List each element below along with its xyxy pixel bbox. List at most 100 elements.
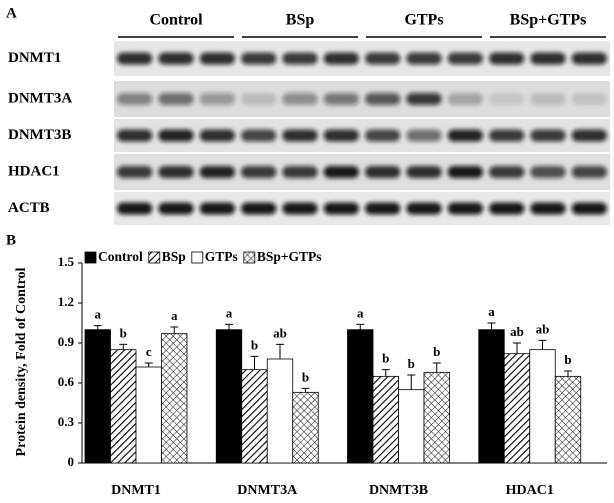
y-tick-label: 0 [68,454,75,469]
blot-band [199,202,235,215]
bar [529,349,556,464]
significance-letter: a [171,308,178,323]
significance-letter: a [226,305,233,320]
blot-band [158,202,194,215]
legend-label: Control [98,249,143,264]
blot-band [571,202,607,215]
row-label: DNMT3A [8,90,72,106]
blot-band [323,129,359,142]
significance-letter: b [302,369,309,384]
row-label: HDAC1 [8,163,60,179]
blot-band [117,52,153,65]
legend-label: BSp+GTPs [257,249,322,264]
blot-band [282,166,318,178]
blot-band [406,202,442,215]
blot-band [117,93,153,105]
group-label: BSp+GTPs [510,12,587,29]
blot-band [365,166,401,178]
blot-band [117,166,153,178]
legend-label: BSp [162,249,186,264]
blot-band [323,166,359,178]
blot-strip [114,154,610,190]
blot-band [158,166,194,178]
blot-band [199,129,235,142]
bar [241,369,268,464]
bar [398,389,425,464]
blot-band [571,93,607,105]
significance-letter: b [120,325,127,340]
blot-band [199,93,235,105]
bar [478,329,505,464]
y-tick-label: 1.2 [58,294,74,309]
group-label: Control [149,12,203,29]
blot-band [158,52,194,65]
bar [503,353,531,464]
blot-band [447,166,483,178]
legend-swatch [191,251,204,264]
blot-band [406,93,442,105]
blot-band [571,52,607,65]
blot-band [447,129,483,142]
blot-band [447,93,483,105]
x-tick-label: HDAC1 [506,483,554,498]
y-tick-label: 1.5 [58,254,75,269]
panel-label: A [6,5,17,21]
y-tick-label: 0.6 [58,374,75,389]
significance-letter: ab [510,324,524,339]
blot-band [241,166,277,178]
bar [423,371,450,464]
blot-band [530,93,566,105]
blot-band [571,129,607,142]
significance-letter: a [95,307,102,322]
x-tick-label: DNMT1 [111,483,161,498]
blot-band [158,129,194,142]
blot-band [199,166,235,178]
bar [161,333,188,464]
legend-swatch [148,251,161,264]
significance-letter: a [357,305,364,320]
blot-band [117,129,153,142]
blot-band [365,129,401,142]
bar [347,329,374,464]
x-tick-label: DNMT3B [369,483,428,498]
blot-band [199,52,235,65]
blot-band [489,52,525,65]
blot-band [241,93,277,105]
blot-band [406,166,442,178]
significance-letter: b [564,352,571,367]
blot-band [530,202,566,215]
blot-band [447,202,483,215]
significance-letter: b [382,351,389,366]
row-label: DNMT1 [8,50,61,66]
blot-band [282,52,318,65]
blot-band [489,166,525,178]
blot-strip [114,81,610,117]
bar [135,366,162,464]
legend-swatch [243,251,256,264]
legend-swatch [84,251,97,264]
significance-letter: b [433,344,440,359]
group-label: GTPs [404,12,443,29]
blot-band [365,52,401,65]
blot-band [365,202,401,215]
significance-letter: ab [273,325,287,340]
blot-band [241,202,277,215]
blot-band [530,52,566,65]
y-tick-label: 0.9 [58,334,75,349]
blot-band [158,93,194,105]
significance-letter: b [408,356,415,371]
bar [372,375,399,464]
row-label: ACTB [8,200,50,216]
blot-band [406,129,442,142]
bar [266,358,294,464]
bar [554,375,582,464]
significance-letter: b [251,337,258,352]
legend-label: GTPs [205,249,238,264]
blot-band [241,129,277,142]
row-label: DNMT3B [8,127,71,143]
y-tick-label: 0.3 [58,414,75,429]
group-label: BSp [286,12,315,29]
blot-strip [114,119,610,152]
significance-letter: c [146,344,152,359]
